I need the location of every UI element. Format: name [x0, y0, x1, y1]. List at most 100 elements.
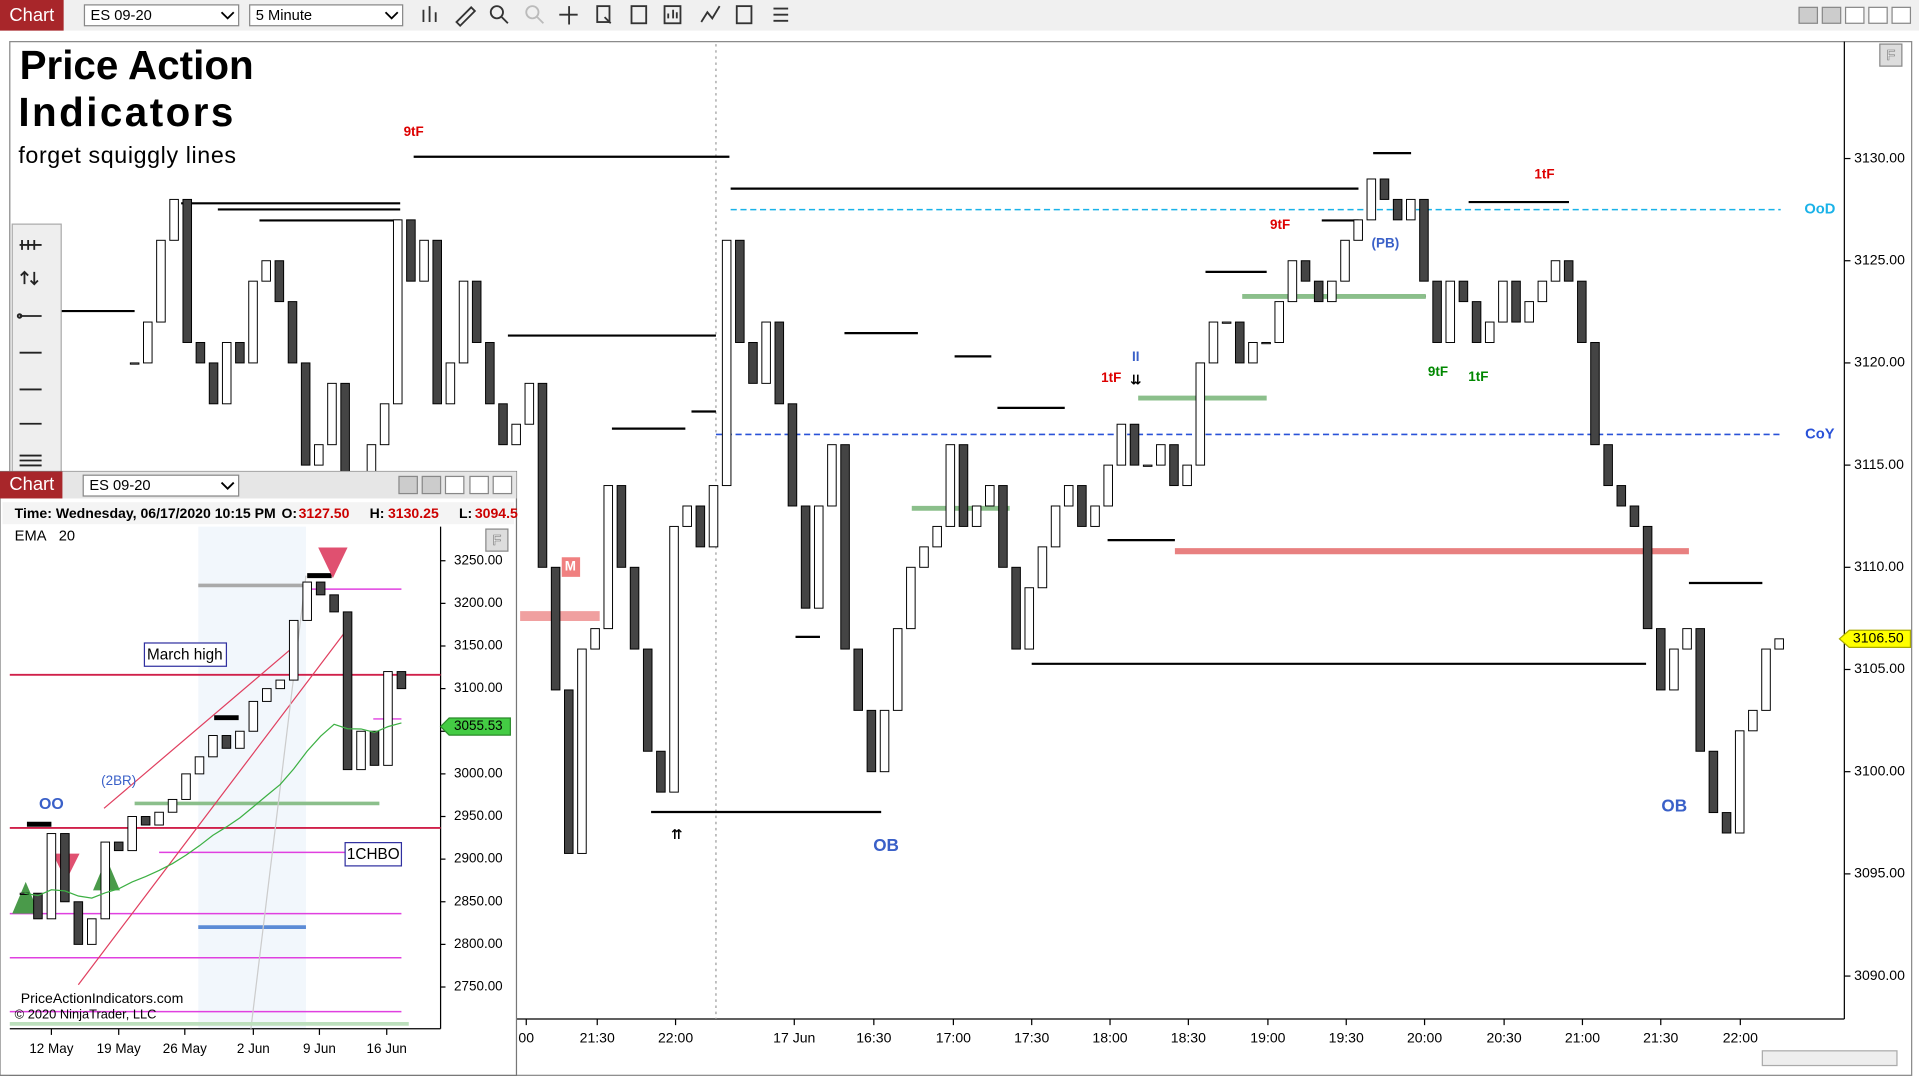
- candle: [1603, 444, 1613, 487]
- info-high: 3130.25: [388, 505, 439, 521]
- footer-copyright: © 2020 NinjaTrader, LLC: [15, 1007, 157, 1022]
- drawing-toolbar: [11, 223, 62, 473]
- candle: [383, 671, 393, 766]
- price-tick-label: 3125.00: [1854, 251, 1905, 267]
- candle: [656, 750, 666, 793]
- price-tick-label: 3110.00: [1854, 558, 1904, 574]
- note-2br: (2BR): [101, 773, 136, 788]
- candle: [369, 730, 380, 766]
- annotation: 1tF: [1534, 167, 1554, 182]
- candle: [906, 566, 916, 630]
- window-buttons[interactable]: [1798, 6, 1912, 24]
- date-label: 26 May: [163, 1041, 207, 1056]
- candle: [261, 260, 271, 282]
- time-tick-label: 21:30: [580, 1029, 615, 1045]
- time-tick-label: 18:30: [1171, 1029, 1206, 1045]
- candle: [275, 679, 286, 690]
- candle: [1274, 301, 1285, 343]
- f-button[interactable]: [1879, 43, 1903, 67]
- candle: [208, 362, 219, 405]
- annotation: 9tF: [404, 124, 424, 139]
- candle: [419, 239, 429, 282]
- toolbar-icons[interactable]: [422, 5, 789, 28]
- candle: [1195, 362, 1206, 466]
- candle: [682, 505, 692, 527]
- f-label: F: [1886, 48, 1895, 64]
- candle: [629, 566, 640, 650]
- price-tick-label: 3150.00: [454, 638, 503, 653]
- candle: [1340, 239, 1350, 282]
- price-tick-label: 2850.00: [454, 893, 503, 908]
- inset-window-buttons[interactable]: [398, 475, 513, 495]
- candle: [945, 444, 956, 527]
- level-label: OoD: [1804, 202, 1835, 218]
- candle: [1590, 341, 1600, 446]
- time-tick-label: 21:30: [1643, 1029, 1678, 1045]
- info-bar: [2, 502, 515, 525]
- brand-tagline: forget squiggly lines: [18, 142, 236, 168]
- candle: [524, 382, 535, 425]
- signal-up: [12, 881, 40, 914]
- candle: [356, 730, 366, 771]
- inset-instrument-select[interactable]: [82, 474, 240, 497]
- annotation: M: [565, 559, 576, 574]
- level-lines: [48, 151, 1763, 814]
- time-tick-label: 20:00: [1407, 1029, 1442, 1045]
- annotation: 1tF: [1468, 369, 1488, 384]
- candle: [1629, 505, 1640, 527]
- candle: [590, 628, 600, 650]
- annotation: 1tF: [1101, 370, 1121, 385]
- f-button[interactable]: [485, 528, 509, 552]
- candle: [813, 505, 824, 609]
- candle: [932, 525, 942, 548]
- footer-site: PriceActionIndicators.com: [21, 990, 184, 1006]
- candle: [221, 735, 232, 749]
- candle: [1392, 198, 1403, 221]
- candle: [787, 403, 798, 507]
- annotation: ⇊: [1130, 372, 1141, 387]
- annotation: 9tF: [1428, 364, 1448, 379]
- candle: [761, 321, 771, 384]
- level-label: CoY: [1805, 426, 1835, 442]
- price-tick-label: 3090.00: [1854, 967, 1905, 983]
- chart-tab[interactable]: [0, 0, 64, 31]
- candle: [235, 730, 245, 749]
- candle: [1248, 341, 1258, 364]
- candle: [1208, 321, 1219, 364]
- candle: [1024, 587, 1035, 650]
- price-tick-label: 3000.00: [454, 765, 503, 780]
- candle: [156, 239, 166, 323]
- dropdown-arrow: [220, 11, 235, 20]
- candle: [1616, 485, 1627, 507]
- interval-select[interactable]: [249, 4, 404, 27]
- candle: [248, 700, 259, 732]
- date-label: 12 May: [29, 1041, 73, 1056]
- annotation: 9tF: [1270, 217, 1290, 232]
- candle: [221, 341, 232, 405]
- candle: [445, 362, 456, 405]
- candle: [1537, 280, 1548, 303]
- candle: [1221, 321, 1232, 324]
- instrument-select[interactable]: [83, 4, 240, 27]
- brand-title: Indicators: [18, 89, 235, 135]
- candle: [1063, 485, 1074, 507]
- shaded-range: [198, 526, 306, 1029]
- price-tick-label: 3095.00: [1854, 865, 1905, 881]
- scrollbar[interactable]: [1761, 1050, 1898, 1067]
- price-tick-label: 3200.00: [454, 595, 503, 610]
- time-tick-label: 17:00: [936, 1029, 971, 1045]
- candle: [167, 798, 178, 813]
- candle: [1445, 280, 1456, 343]
- time-tick-label: 19:00: [1250, 1029, 1285, 1045]
- inset-tab[interactable]: [0, 471, 63, 499]
- candle: [1366, 178, 1377, 221]
- candle: [800, 505, 811, 609]
- candle: [379, 403, 390, 446]
- candle: [998, 485, 1008, 568]
- candle: [892, 628, 903, 711]
- info-open: 3127.50: [299, 505, 350, 521]
- f-label: F: [492, 533, 501, 549]
- drawing-tools[interactable]: [16, 240, 42, 467]
- time-tick-label: 20:30: [1487, 1029, 1522, 1045]
